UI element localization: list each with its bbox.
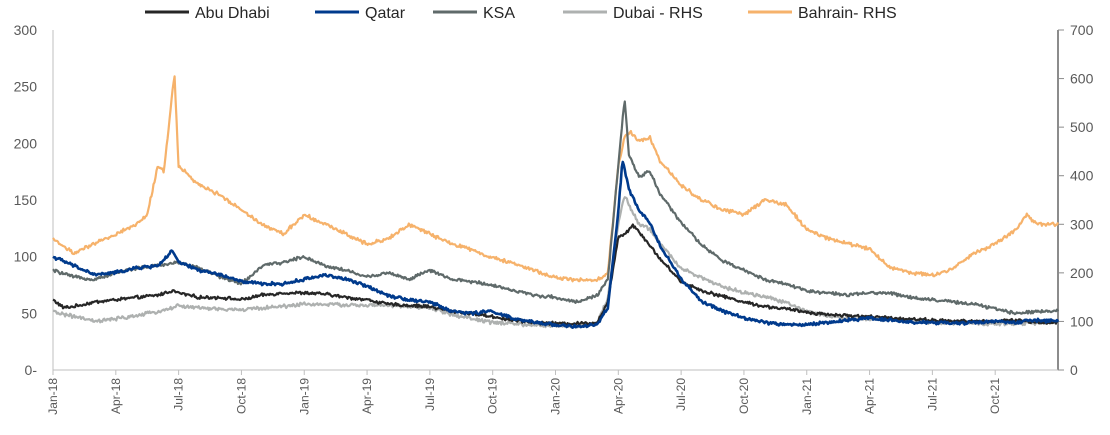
legend-label: Qatar	[365, 5, 406, 22]
y-tick-label-left: 100	[14, 249, 38, 265]
y-tick-label-left: 300	[14, 22, 38, 38]
y-tick-label-left: 150	[14, 192, 38, 208]
legend-label: Bahrain- RHS	[798, 5, 897, 22]
x-tick-label: Apr-19	[360, 378, 374, 414]
x-tick-label: Jan-20	[549, 378, 563, 415]
x-tick-label: Jan-19	[297, 378, 311, 415]
x-tick-label: Jul-19	[423, 378, 437, 411]
y-tick-label-left: 250	[14, 79, 38, 95]
y-tick-label-right: 400	[1070, 168, 1094, 184]
x-tick-label: Oct-20	[737, 378, 751, 414]
legend-label: Abu Dhabi	[195, 5, 270, 22]
x-tick-label: Jul-21	[925, 378, 939, 411]
series-group	[52, 75, 1060, 329]
x-tick-label: Oct-18	[234, 378, 248, 414]
x-tick-label: Apr-18	[109, 378, 123, 414]
series-line	[52, 196, 1059, 329]
axes: 0- 50 100 150 200 250 300 0 100 200 300 400 500 600 70…	[14, 22, 1094, 415]
x-tick-label: Jan-21	[800, 378, 814, 415]
series-line	[52, 160, 1060, 329]
y-tick-label-right: 600	[1070, 71, 1094, 87]
y-tick-label-right: 100	[1070, 313, 1094, 329]
series-line	[52, 75, 1060, 283]
y-tick-label-left: 0-	[25, 362, 38, 378]
y-tick-label-left: 50	[21, 305, 37, 321]
y-tick-label-right: 500	[1070, 119, 1094, 135]
legend-label: KSA	[483, 5, 515, 22]
legend: Abu Dhabi Qatar KSA Dubai - RHS Bahrain- RHS	[145, 5, 897, 22]
legend-label: Dubai - RHS	[613, 5, 703, 22]
y-tick-label-right: 200	[1070, 265, 1094, 281]
y-tick-label-right: 300	[1070, 216, 1094, 232]
x-tick-label: Apr-21	[863, 378, 877, 414]
x-tick-label: Jan-18	[46, 378, 60, 415]
x-tick-label: Oct-21	[988, 378, 1002, 414]
series-line	[52, 223, 1059, 327]
x-tick-label: Oct-19	[486, 378, 500, 414]
y-tick-label-right: 0	[1070, 362, 1078, 378]
y-tick-label-right: 700	[1070, 22, 1094, 38]
x-tick-label: Jul-18	[172, 378, 186, 411]
series-line	[52, 100, 1059, 316]
y-tick-label-left: 200	[14, 135, 38, 151]
x-tick-label: Jul-20	[674, 378, 688, 411]
x-tick-label: Apr-20	[611, 378, 625, 414]
